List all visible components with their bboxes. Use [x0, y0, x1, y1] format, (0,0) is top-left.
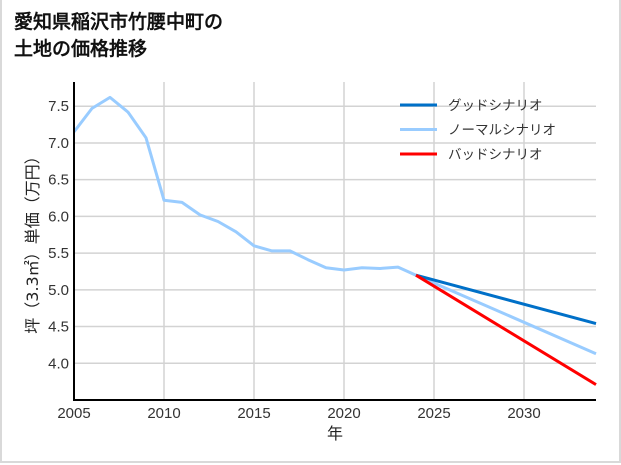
x-tick-label: 2005 [57, 405, 90, 422]
chart-title-line-2: 土地の価格推移 [14, 38, 148, 60]
chart-title-line-1: 愛知県稲沢市竹腰中町の [14, 11, 224, 33]
chart-title: 愛知県稲沢市竹腰中町の 土地の価格推移 [14, 9, 223, 63]
data-series [72, 95, 597, 386]
series-line [415, 273, 597, 386]
x-tick-label: 2020 [327, 405, 360, 422]
x-tick-label: 2030 [507, 405, 540, 422]
y-tick-label: 5.0 [48, 282, 69, 299]
x-tick-label: 2025 [417, 405, 450, 422]
series-line [72, 95, 597, 356]
x-tick-label: 2010 [147, 405, 180, 422]
axes [73, 82, 596, 401]
legend-label: グッドシナリオ [448, 98, 543, 114]
gridlines [74, 82, 596, 400]
legend-label: バッドシナリオ [448, 147, 543, 163]
y-tick-label: 7.0 [48, 135, 69, 152]
legend-item: グッドシナリオ [400, 98, 543, 114]
series-line [415, 273, 597, 326]
y-tick-label: 4.5 [48, 319, 69, 336]
y-tick-label: 6.0 [48, 208, 69, 225]
y-tick-label: 5.5 [48, 245, 69, 262]
legend-item: ノーマルシナリオ [400, 123, 556, 139]
y-tick-label: 4.0 [48, 355, 69, 372]
y-axis-ticks: 4.0 4.5 5.0 5.5 6.0 6.5 7.0 7.5 [48, 98, 69, 372]
x-tick-label: 2015 [237, 405, 270, 422]
y-axis-label: 坪（3.3㎡）単価（万円） [23, 148, 42, 333]
y-tick-label: 6.5 [48, 172, 69, 189]
x-axis-label: 年 [327, 424, 343, 443]
x-axis-ticks: 2005 2010 2015 2020 2025 2030 [57, 405, 540, 422]
legend-label: ノーマルシナリオ [448, 123, 556, 139]
legend-item: バッドシナリオ [400, 147, 543, 163]
y-tick-label: 7.5 [48, 98, 69, 115]
